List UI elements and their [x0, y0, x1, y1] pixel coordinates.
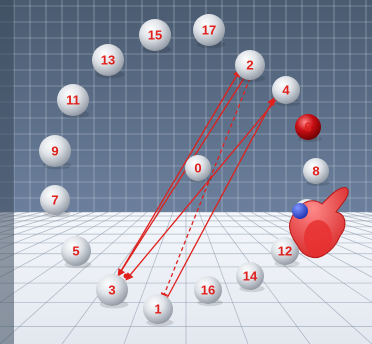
trajectory-arrow	[165, 97, 275, 301]
trajectory-arrow	[117, 71, 249, 277]
target-sphere	[194, 276, 222, 304]
target-label: 5	[72, 244, 79, 259]
target-sphere-13[interactable]: 13	[92, 44, 125, 79]
target-label: 7	[51, 193, 58, 208]
target-sphere	[143, 294, 173, 324]
target-label: 16	[201, 283, 215, 298]
target-label: 0	[194, 161, 201, 176]
target-label: 4	[282, 83, 290, 98]
active-target-sphere	[295, 114, 321, 140]
target-sphere	[92, 44, 124, 76]
target-sphere-11[interactable]: 11	[57, 84, 90, 119]
target-label: 8	[312, 164, 319, 179]
target-sphere	[272, 76, 300, 104]
target-sphere-7[interactable]: 7	[40, 185, 71, 218]
target-label: 9	[51, 144, 58, 159]
target-sphere	[185, 155, 211, 181]
trajectory-arrow	[125, 99, 277, 281]
target-label: 14	[243, 269, 258, 284]
cursor-icon	[292, 203, 308, 219]
trajectory-arrow	[117, 69, 241, 277]
target-sphere-8[interactable]: 8	[303, 158, 330, 186]
target-label: 6	[304, 120, 311, 135]
target-sphere	[57, 84, 89, 116]
hand-controller	[289, 187, 349, 259]
target-sphere	[61, 236, 91, 266]
target-sphere-2[interactable]: 2	[235, 50, 266, 83]
target-label: 2	[246, 58, 253, 73]
target-label: 12	[278, 244, 292, 259]
target-label: 3	[108, 283, 115, 298]
trajectory-point	[123, 273, 129, 279]
target-label: 13	[101, 53, 115, 68]
target-sphere	[39, 135, 71, 167]
target-sphere	[271, 237, 299, 265]
target-label: 15	[148, 28, 162, 43]
target-label: 17	[202, 23, 216, 38]
target-sphere	[40, 185, 70, 215]
target-label: 1	[154, 302, 161, 317]
target-sphere	[139, 19, 171, 51]
target-sphere	[96, 274, 128, 306]
target-sphere-17[interactable]: 17	[193, 14, 226, 49]
target-sphere	[236, 262, 264, 290]
target-label: 11	[66, 93, 80, 108]
left-wall-shade	[0, 0, 14, 344]
target-sphere-14[interactable]: 14	[236, 262, 265, 293]
target-sphere-6[interactable]: 6	[295, 114, 322, 142]
target-sphere-5[interactable]: 5	[61, 236, 92, 269]
trajectory-arrow	[160, 77, 251, 301]
target-sphere-4[interactable]: 4	[272, 76, 301, 107]
target-sphere-15[interactable]: 15	[139, 19, 172, 54]
target-sphere-9[interactable]: 9	[39, 135, 72, 170]
target-sphere-12[interactable]: 12	[271, 237, 300, 268]
target-sphere-16[interactable]: 16	[194, 276, 223, 307]
target-sphere	[193, 14, 225, 46]
target-sphere-0[interactable]: 0	[185, 155, 212, 183]
target-sphere-3[interactable]: 3	[96, 274, 129, 309]
hand-controller-grip	[304, 220, 332, 256]
target-sphere-1[interactable]: 1	[143, 294, 174, 327]
target-sphere	[303, 158, 329, 184]
target-sphere	[235, 50, 265, 80]
